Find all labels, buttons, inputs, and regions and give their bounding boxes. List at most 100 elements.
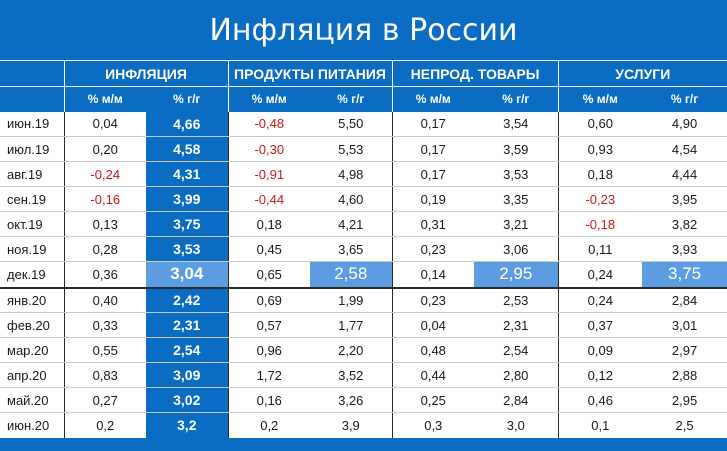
value-cell-services-yy: 3,75 bbox=[642, 261, 727, 289]
month-cell: май.20 bbox=[0, 387, 64, 413]
value-cell-nonfood-yy: 3,59 bbox=[474, 136, 559, 162]
value-cell-services-yy: 4,90 bbox=[642, 111, 727, 137]
month-cell: авг.19 bbox=[0, 161, 64, 187]
value-cell-food-yy: 2,58 bbox=[310, 261, 393, 289]
value-cell-food-mm: -0,91 bbox=[227, 161, 311, 187]
value-cell-nonfood-mm: 0,48 bbox=[391, 337, 475, 363]
value-cell-food-yy: 3,65 bbox=[310, 236, 393, 262]
month-cell: окт.19 bbox=[0, 211, 64, 237]
value-cell-services-mm: 0,09 bbox=[557, 337, 643, 363]
value-cell-inflation-mm: 0,2 bbox=[63, 412, 146, 438]
value-cell-services-yy: 2,84 bbox=[642, 287, 727, 313]
value-cell-services-mm: 0,18 bbox=[557, 161, 643, 187]
value-cell-inflation-mm: -0,24 bbox=[63, 161, 146, 187]
table-row: июн.20 0,2 3,2 0,2 3,9 0,3 3,0 0,1 2,5 bbox=[0, 412, 727, 438]
value-cell-food-yy: 4,60 bbox=[310, 186, 393, 212]
value-cell-inflation-yy: 3,99 bbox=[146, 186, 229, 212]
month-cell: июн.20 bbox=[0, 412, 64, 438]
value-cell-nonfood-mm: 0,17 bbox=[391, 136, 475, 162]
month-cell: июл.19 bbox=[0, 136, 64, 162]
month-cell: мар.20 bbox=[0, 337, 64, 363]
sub-header-yy: % г/г bbox=[474, 86, 559, 112]
value-cell-nonfood-yy: 3,21 bbox=[474, 211, 559, 237]
group-header-food: ПРОДУКТЫ ПИТАНИЯ bbox=[227, 60, 393, 87]
value-cell-nonfood-mm: 0,23 bbox=[391, 287, 475, 313]
group-header-row: ИНФЛЯЦИЯ ПРОДУКТЫ ПИТАНИЯ НЕПРОД. ТОВАРЫ… bbox=[0, 60, 727, 87]
value-cell-services-mm: 0,37 bbox=[557, 312, 643, 338]
value-cell-food-mm: 0,96 bbox=[227, 337, 311, 363]
value-cell-food-yy: 5,50 bbox=[310, 111, 393, 137]
value-cell-food-mm: 0,57 bbox=[227, 312, 311, 338]
value-cell-inflation-mm: 0,27 bbox=[63, 387, 146, 413]
table-row: ноя.19 0,28 3,53 0,45 3,65 0,23 3,06 0,11 3,93 bbox=[0, 236, 727, 262]
value-cell-inflation-yy: 2,42 bbox=[146, 287, 229, 313]
value-cell-nonfood-mm: 0,23 bbox=[391, 236, 475, 262]
page-title: Инфляция в России bbox=[0, 0, 727, 60]
value-cell-food-mm: -0,30 bbox=[227, 136, 311, 162]
value-cell-inflation-mm: 0,28 bbox=[63, 236, 146, 262]
value-cell-food-mm: 0,2 bbox=[227, 412, 311, 438]
value-cell-nonfood-mm: 0,31 bbox=[391, 211, 475, 237]
value-cell-inflation-mm: 0,13 bbox=[63, 211, 146, 237]
value-cell-food-yy: 5,53 bbox=[310, 136, 393, 162]
value-cell-nonfood-yy: 3,0 bbox=[474, 412, 559, 438]
value-cell-services-mm: 0,11 bbox=[557, 236, 643, 262]
sub-header-mm: % м/м bbox=[391, 86, 475, 112]
value-cell-inflation-yy: 4,31 bbox=[146, 161, 229, 187]
month-cell: янв.20 bbox=[0, 287, 64, 313]
table-row: май.20 0,27 3,02 0,16 3,26 0,25 2,84 0,46 2,95 bbox=[0, 387, 727, 413]
group-header-nonfood: НЕПРОД. ТОВАРЫ bbox=[391, 60, 559, 87]
table-row: авг.19 -0,24 4,31 -0,91 4,98 0,17 3,53 0,18 4,44 bbox=[0, 161, 727, 187]
value-cell-food-yy: 1,99 bbox=[310, 287, 393, 313]
month-cell: сен.19 bbox=[0, 186, 64, 212]
value-cell-services-yy: 2,5 bbox=[642, 412, 727, 438]
value-cell-nonfood-mm: 0,44 bbox=[391, 362, 475, 388]
value-cell-nonfood-yy: 2,95 bbox=[474, 261, 559, 289]
value-cell-services-yy: 2,88 bbox=[642, 362, 727, 388]
value-cell-inflation-mm: 0,04 bbox=[63, 111, 146, 137]
table-row: мар.20 0,55 2,54 0,96 2,20 0,48 2,54 0,09 2,97 bbox=[0, 337, 727, 363]
value-cell-nonfood-yy: 2,80 bbox=[474, 362, 559, 388]
month-cell: дек.19 bbox=[0, 261, 64, 289]
table-row: дек.19 0,36 3,04 0,65 2,58 0,14 2,95 0,24 3,75 bbox=[0, 261, 727, 289]
value-cell-nonfood-mm: 0,25 bbox=[391, 387, 475, 413]
value-cell-nonfood-mm: 0,19 bbox=[391, 186, 475, 212]
table-row: окт.19 0,13 3,75 0,18 4,21 0,31 3,21 -0,18 3,82 bbox=[0, 211, 727, 237]
value-cell-services-yy: 3,95 bbox=[642, 186, 727, 212]
value-cell-inflation-yy: 3,53 bbox=[146, 236, 229, 262]
value-cell-services-mm: 0,60 bbox=[557, 111, 643, 137]
value-cell-services-mm: 0,46 bbox=[557, 387, 643, 413]
value-cell-inflation-mm: 0,20 bbox=[63, 136, 146, 162]
value-cell-inflation-mm: 0,33 bbox=[63, 312, 146, 338]
value-cell-nonfood-mm: 0,17 bbox=[391, 111, 475, 137]
value-cell-food-mm: 0,45 bbox=[227, 236, 311, 262]
value-cell-inflation-yy: 4,58 bbox=[146, 136, 229, 162]
value-cell-food-mm: 0,65 bbox=[227, 261, 311, 289]
month-cell: апр.20 bbox=[0, 362, 64, 388]
value-cell-inflation-yy: 4,66 bbox=[146, 111, 229, 137]
value-cell-food-yy: 4,98 bbox=[310, 161, 393, 187]
value-cell-food-mm: 0,69 bbox=[227, 287, 311, 313]
value-cell-services-mm: 0,24 bbox=[557, 287, 643, 313]
value-cell-nonfood-mm: 0,04 bbox=[391, 312, 475, 338]
value-cell-food-yy: 1,77 bbox=[310, 312, 393, 338]
value-cell-inflation-yy: 3,09 bbox=[146, 362, 229, 388]
table-row: фев.20 0,33 2,31 0,57 1,77 0,04 2,31 0,37 3,01 bbox=[0, 312, 727, 338]
value-cell-nonfood-mm: 0,14 bbox=[391, 261, 475, 289]
value-cell-inflation-mm: 0,55 bbox=[63, 337, 146, 363]
value-cell-inflation-yy: 3,04 bbox=[146, 261, 229, 289]
value-cell-inflation-yy: 3,2 bbox=[146, 412, 229, 438]
value-cell-services-yy: 3,82 bbox=[642, 211, 727, 237]
sub-header-yy: % г/г bbox=[642, 86, 727, 112]
value-cell-nonfood-yy: 3,53 bbox=[474, 161, 559, 187]
value-cell-nonfood-yy: 3,06 bbox=[474, 236, 559, 262]
value-cell-services-yy: 3,93 bbox=[642, 236, 727, 262]
group-header-inflation: ИНФЛЯЦИЯ bbox=[63, 60, 229, 87]
sub-header-yy: % г/г bbox=[310, 86, 393, 112]
sub-header-mm: % м/м bbox=[227, 86, 311, 112]
value-cell-nonfood-yy: 2,31 bbox=[474, 312, 559, 338]
table-row: апр.20 0,83 3,09 1,72 3,52 0,44 2,80 0,12 2,88 bbox=[0, 362, 727, 388]
value-cell-inflation-mm: 0,36 bbox=[63, 261, 146, 289]
sub-header-yy: % г/г bbox=[146, 86, 229, 112]
value-cell-nonfood-mm: 0,17 bbox=[391, 161, 475, 187]
